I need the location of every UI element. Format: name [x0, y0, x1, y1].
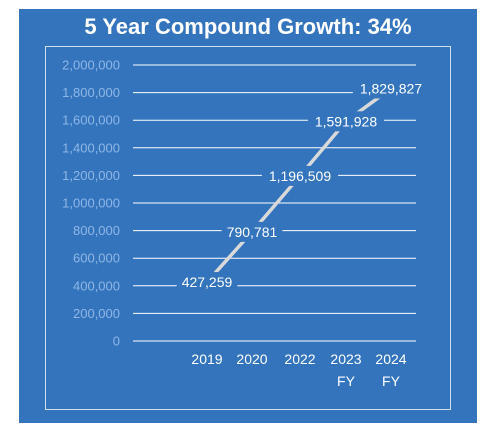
data-label-background — [307, 111, 385, 132]
x-tick-label: FY — [382, 373, 401, 389]
y-tick-label: 600,000 — [73, 251, 120, 266]
y-tick-label: 800,000 — [73, 223, 120, 238]
y-tick-label: 0 — [113, 334, 120, 349]
data-label-background — [221, 221, 283, 242]
x-tick-label: 2023 — [330, 351, 361, 367]
data-label-background — [176, 272, 238, 293]
data-label: 1,829,827 — [360, 80, 422, 96]
y-tick-label: 1,400,000 — [62, 140, 120, 155]
y-tick-label: 1,600,000 — [62, 113, 120, 128]
data-label: 1,196,509 — [269, 168, 331, 184]
data-label: 1,591,928 — [315, 113, 377, 129]
data-label: 427,259 — [182, 274, 233, 290]
plot-area-frame — [45, 46, 451, 410]
chart-title: 5 Year Compound Growth: 34% — [84, 14, 412, 39]
y-tick-label: 1,000,000 — [62, 196, 120, 211]
y-tick-label: 2,000,000 — [62, 58, 120, 73]
chart-card: 5 Year Compound Growth: 34% 0 200,000 400,… — [19, 9, 477, 423]
data-label: 790,781 — [227, 224, 278, 240]
x-tick-label: FY — [337, 373, 356, 389]
y-tick-label: 400,000 — [73, 278, 120, 293]
y-tick-label: 1,200,000 — [62, 168, 120, 183]
data-label-background — [352, 78, 430, 99]
x-tick-label: 2022 — [284, 351, 315, 367]
x-tick-label: 2024 — [375, 351, 406, 367]
x-tick-label: 2020 — [236, 351, 267, 367]
y-tick-label: 1,800,000 — [62, 85, 120, 100]
y-tick-label: 200,000 — [73, 306, 120, 321]
data-label-background — [261, 165, 339, 186]
line-chart: 0 200,000 400,000 600,000 800,000 1,000,000 1,… — [62, 58, 430, 389]
x-tick-label: 2019 — [191, 351, 222, 367]
